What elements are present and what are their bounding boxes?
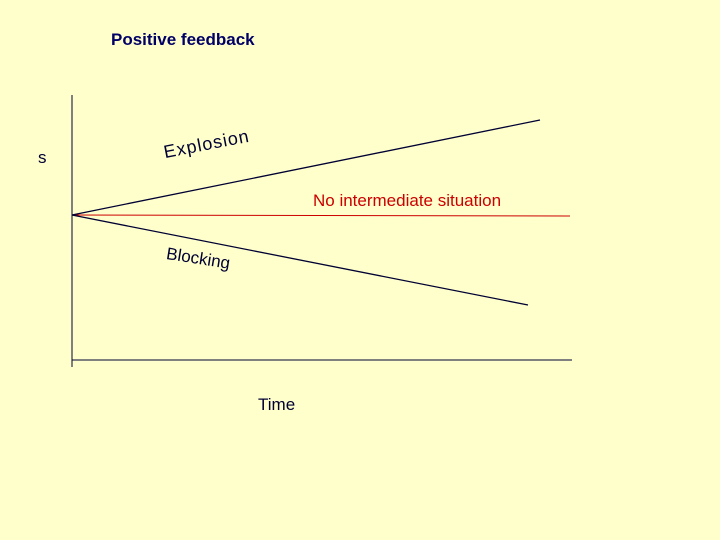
y-axis-label: s [38, 148, 47, 167]
blocking-line [71, 214, 529, 306]
diagram-title: Positive feedback [111, 30, 255, 49]
explosion-line [71, 119, 541, 216]
neutral-line [71, 214, 571, 217]
x-axis-label: Time [258, 395, 296, 414]
neutral-label: No intermediate situation [313, 191, 502, 210]
